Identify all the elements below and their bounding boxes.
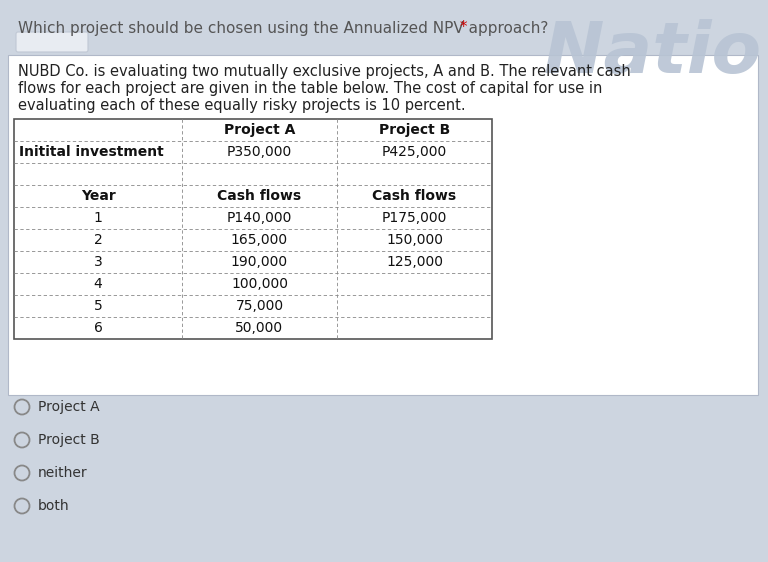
Bar [8,55,758,395]
Text: *: * [455,20,468,35]
Text: 125,000: 125,000 [386,255,443,269]
Text: NUBD Co. is evaluating two mutually exclusive projects, A and B. The relevant ca: NUBD Co. is evaluating two mutually excl… [18,64,631,79]
Text: 190,000: 190,000 [231,255,288,269]
Text: Cash flows: Cash flows [372,189,456,203]
Text: flows for each project are given in the table below. The cost of capital for use: flows for each project are given in the … [18,81,602,96]
Text: 75,000: 75,000 [236,299,283,313]
Text: 6: 6 [94,321,102,335]
Text: 100,000: 100,000 [231,277,288,291]
Text: Project B: Project B [379,123,450,137]
Text: 165,000: 165,000 [231,233,288,247]
Text: evaluating each of these equally risky projects is 10 percent.: evaluating each of these equally risky p… [18,98,465,113]
Text: both: both [38,499,70,513]
Text: 1: 1 [94,211,102,225]
Text: Initital investment: Initital investment [19,145,164,159]
Text: 150,000: 150,000 [386,233,443,247]
Text: Natio: Natio [544,19,762,88]
Bar [14,119,492,339]
Text: P140,000: P140,000 [227,211,292,225]
Text: Cash flows: Cash flows [217,189,302,203]
Text: Project A: Project A [38,400,100,414]
Text: Which project should be chosen using the Annualized NPV approach?: Which project should be chosen using the… [18,20,548,35]
Text: 3: 3 [94,255,102,269]
Text: P425,000: P425,000 [382,145,447,159]
Text: 50,000: 50,000 [236,321,283,335]
Text: 4: 4 [94,277,102,291]
Text: Year: Year [81,189,115,203]
Text: Project B: Project B [38,433,100,447]
FancyBboxPatch shape [16,32,88,52]
Text: P350,000: P350,000 [227,145,292,159]
Text: 5: 5 [94,299,102,313]
Text: P175,000: P175,000 [382,211,447,225]
Text: Project A: Project A [223,123,295,137]
Text: neither: neither [38,466,88,480]
Text: 2: 2 [94,233,102,247]
